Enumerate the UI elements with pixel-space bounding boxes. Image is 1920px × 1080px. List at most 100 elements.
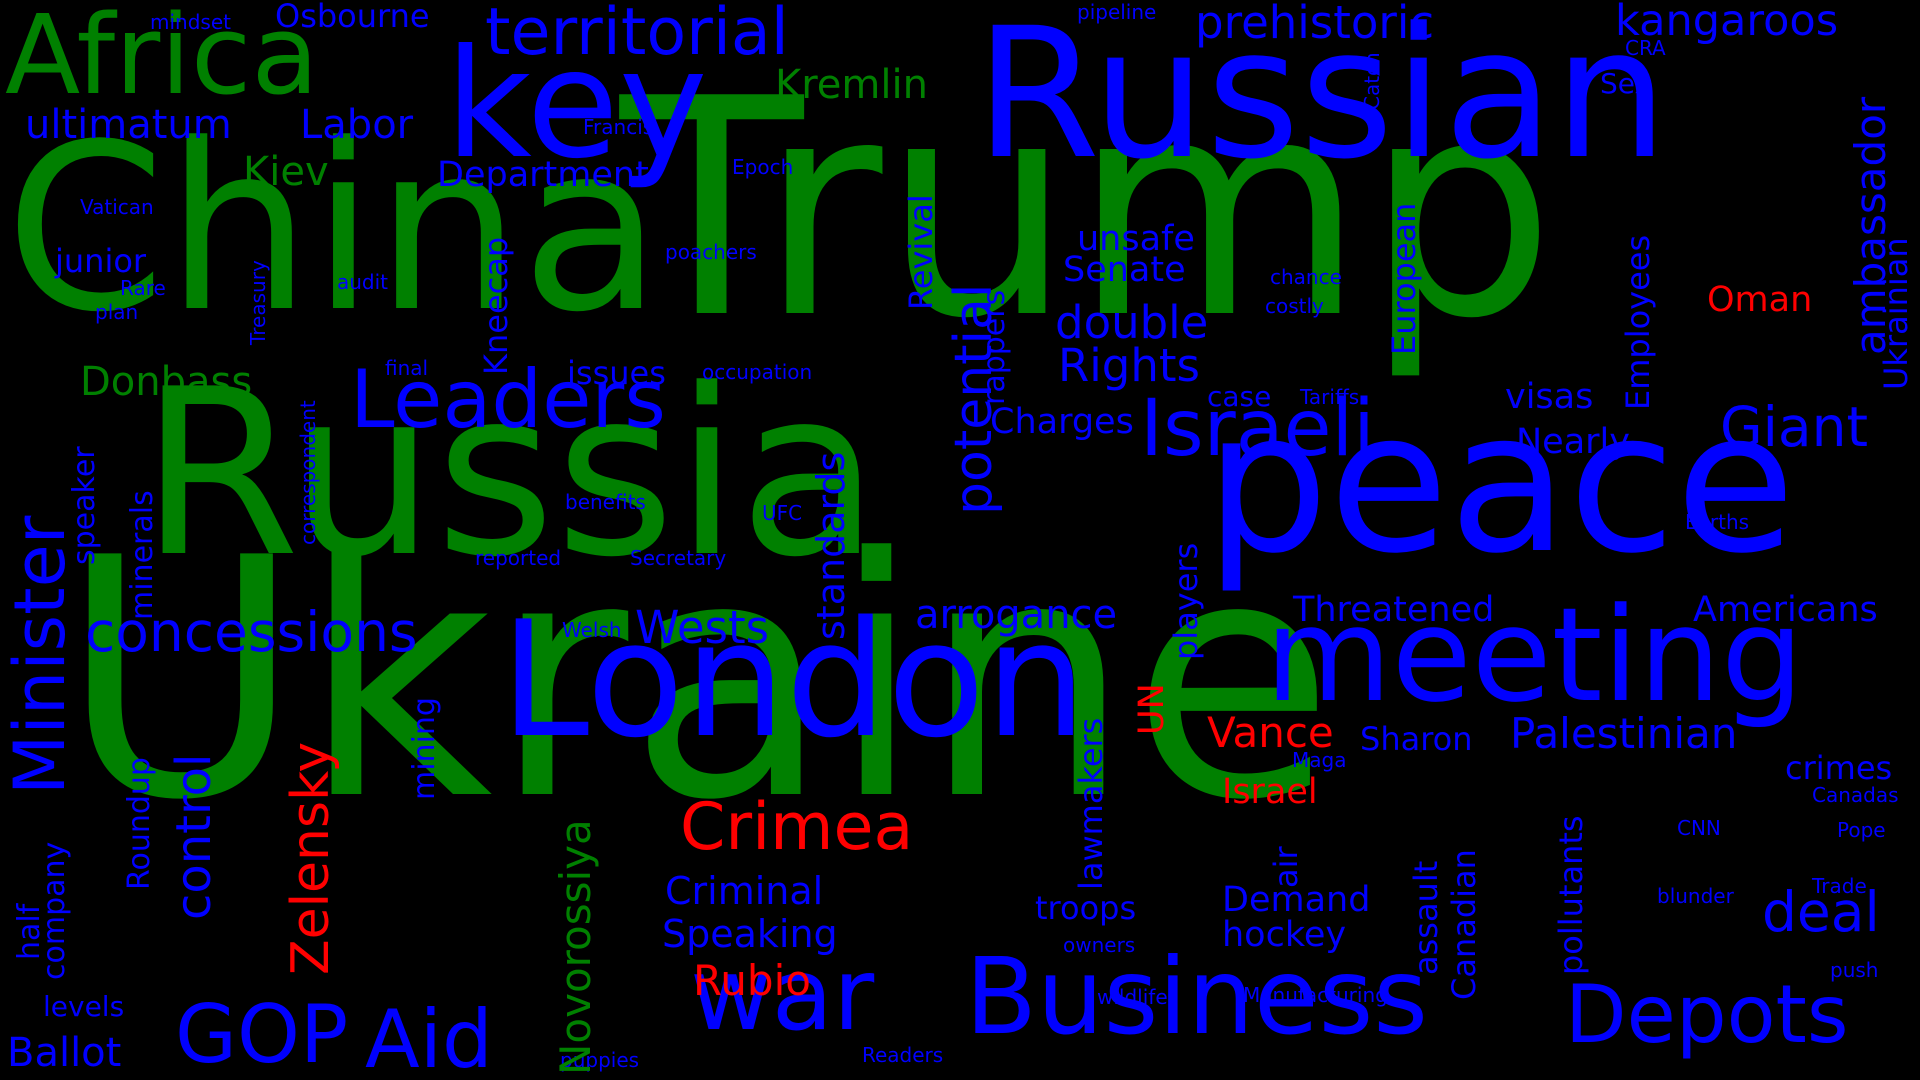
- word-demand: Demand: [1222, 880, 1371, 920]
- word-crimea: Crimea: [680, 790, 914, 865]
- word-rights: Rights: [1058, 339, 1200, 392]
- word-readers: Readers: [862, 1043, 944, 1067]
- word-meeting: meeting: [1265, 579, 1804, 731]
- word-half: half: [12, 903, 47, 960]
- word-leaders: Leaders: [350, 353, 666, 446]
- word-issues: issues: [567, 354, 666, 392]
- word-ukrainian: Ukrainian: [1877, 237, 1915, 390]
- word-africa: Africa: [5, 0, 319, 119]
- word-revival: Revival: [902, 194, 940, 310]
- word-russia: Russia: [140, 341, 880, 608]
- word-speaker: speaker: [67, 446, 102, 565]
- word-china: China: [5, 96, 662, 363]
- word-standards: standards: [809, 451, 853, 640]
- word-giant: Giant: [1720, 395, 1869, 459]
- word-key: key: [445, 18, 708, 192]
- word-depots: Depots: [1565, 968, 1849, 1061]
- word-aid: Aid: [365, 993, 493, 1080]
- word-territorial: territorial: [485, 0, 789, 70]
- word-treasury: Treasury: [246, 260, 270, 345]
- word-hockey: hockey: [1222, 915, 1347, 955]
- word-charges: Charges: [990, 402, 1134, 442]
- word-department: Department: [437, 155, 649, 195]
- word-welsh: Welsh: [562, 618, 622, 642]
- word-pipeline: pipeline: [1077, 0, 1157, 24]
- word-junior: junior: [55, 242, 147, 280]
- word-mining: mining: [407, 697, 442, 800]
- word-canadas: Canadas: [1812, 783, 1899, 807]
- word-arrogance: arrogance: [915, 592, 1118, 638]
- word-kiev: Kiev: [243, 149, 329, 195]
- word-reported: reported: [475, 546, 562, 570]
- word-pollutants: pollutants: [1552, 815, 1590, 975]
- word-unsafe: unsafe: [1077, 219, 1195, 259]
- word-israeli: Israeli: [1140, 384, 1375, 474]
- word-double: double: [1055, 296, 1209, 349]
- word-sex: Sex: [1600, 67, 1652, 100]
- word-poachers: poachers: [665, 240, 757, 264]
- word-manufacturing: Manufacturing: [1243, 983, 1388, 1007]
- word-plan: plan: [95, 300, 139, 324]
- word-kangaroos: kangaroos: [1615, 0, 1839, 46]
- word-maga: Maga: [1292, 748, 1347, 772]
- word-canadian: Canadian: [1445, 849, 1483, 1000]
- word-palestinian: Palestinian: [1510, 709, 1738, 758]
- word-francis: Francis: [583, 115, 654, 139]
- word-peace: peace: [1205, 369, 1796, 596]
- word-gop: GOP: [175, 988, 349, 1080]
- word-crimes: crimes: [1785, 749, 1893, 787]
- word-players: players: [1167, 542, 1205, 660]
- word-blunder: blunder: [1657, 884, 1734, 908]
- word-concessions: concessions: [85, 600, 418, 664]
- word-war: war: [690, 936, 875, 1053]
- word-control: control: [166, 753, 222, 920]
- word-wests: Wests: [635, 601, 770, 654]
- word-trade: Trade: [1812, 874, 1867, 898]
- word-rare: Rare: [120, 276, 166, 300]
- word-speaking: Speaking: [662, 912, 838, 956]
- word-kremlin: Kremlin: [775, 62, 928, 108]
- word-osbourne: Osbourne: [275, 0, 430, 35]
- word-deal: deal: [1762, 880, 1880, 944]
- word-novorossiya: Novorossiya: [551, 819, 600, 1075]
- word-occupation: occupation: [702, 360, 813, 384]
- word-audit: audit: [337, 270, 389, 294]
- word-epoch: Epoch: [732, 155, 794, 179]
- word-pope: Pope: [1837, 818, 1886, 842]
- word-london: London: [500, 586, 1087, 773]
- word-business: Business: [965, 936, 1429, 1058]
- word-european: European: [1385, 202, 1423, 355]
- word-mindset: mindset: [150, 10, 231, 34]
- word-vatican: Vatican: [80, 195, 154, 219]
- word-owners: owners: [1063, 933, 1136, 957]
- word-cnn: CNN: [1677, 816, 1721, 840]
- word-rappers: rappers: [977, 289, 1012, 405]
- word-minister: Minister: [0, 515, 81, 795]
- word-costly: costly: [1265, 294, 1324, 318]
- word-rubio: Rubio: [693, 956, 811, 1005]
- word-levels: levels: [43, 990, 125, 1023]
- word-push: push: [1830, 958, 1879, 982]
- word-lawmakers: lawmakers: [1072, 717, 1110, 890]
- word-correspondent: correspondent: [296, 400, 320, 545]
- word-threatened: Threatened: [1293, 590, 1495, 630]
- word-benefits: benefits: [565, 490, 646, 514]
- word-vance: Vance: [1207, 708, 1334, 757]
- word-wildlife: wildlife: [1097, 985, 1168, 1009]
- word-ukraine: Ukraine: [60, 488, 1335, 872]
- word-nearly: Nearly: [1516, 422, 1630, 462]
- word-americans: Americans: [1693, 590, 1878, 630]
- word-case: case: [1207, 380, 1272, 413]
- word-assault: assault: [1407, 860, 1445, 975]
- word-troops: troops: [1035, 889, 1137, 927]
- word-earths: Earths: [1685, 510, 1750, 534]
- word-chance: chance: [1270, 265, 1342, 289]
- word-roundup: Roundup: [122, 757, 157, 890]
- word-tariffs: Tariffs: [1300, 385, 1360, 409]
- word-kneecap: Kneecap: [477, 236, 515, 375]
- word-minerals: minerals: [125, 490, 160, 620]
- word-air: air: [1267, 846, 1305, 888]
- word-donbass: Donbass: [80, 359, 253, 405]
- word-ballot: Ballot: [7, 1030, 122, 1076]
